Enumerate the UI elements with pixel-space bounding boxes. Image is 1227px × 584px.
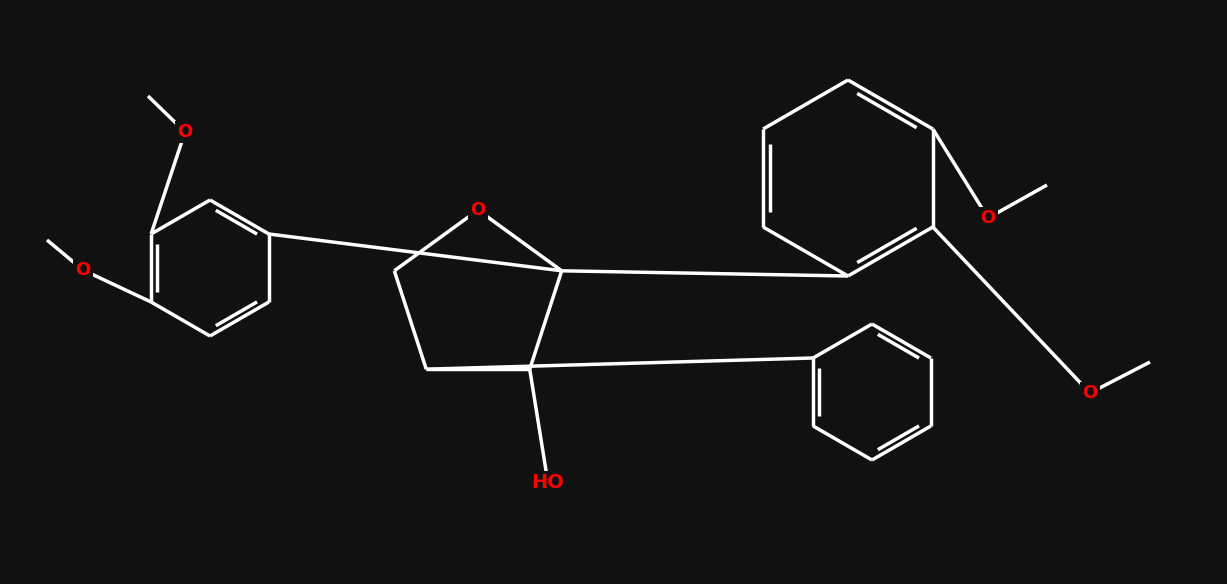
Text: O: O xyxy=(1082,384,1098,402)
Text: HO: HO xyxy=(531,474,564,492)
Text: O: O xyxy=(470,201,486,219)
Text: O: O xyxy=(75,261,91,279)
Text: O: O xyxy=(178,123,193,141)
Text: O: O xyxy=(980,209,995,227)
